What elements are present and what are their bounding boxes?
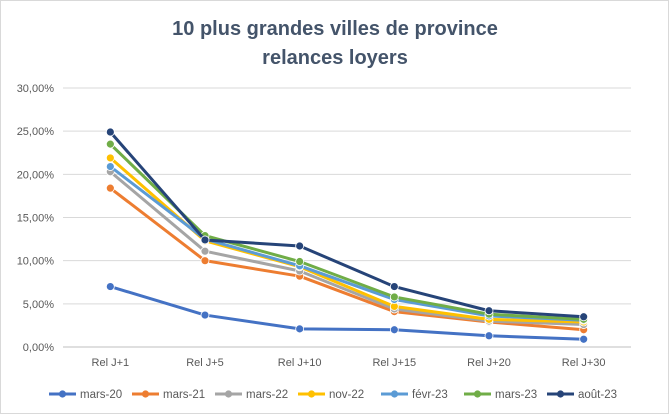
y-tick-label: 25,00% xyxy=(17,126,55,138)
data-point xyxy=(105,162,115,171)
legend-item: mars-22 xyxy=(215,389,288,401)
data-point xyxy=(200,310,210,320)
y-tick-label: 15,00% xyxy=(17,213,55,225)
data-point xyxy=(200,246,210,256)
series-mars-20 xyxy=(105,282,589,344)
data-point xyxy=(484,331,494,341)
legend-item: mars-20 xyxy=(49,389,122,401)
data-point xyxy=(295,241,305,251)
gridlines xyxy=(63,87,631,348)
legend-label: nov-22 xyxy=(329,389,364,401)
data-point xyxy=(579,312,589,322)
y-tick-label: 20,00% xyxy=(17,169,55,181)
legend-swatch-marker xyxy=(390,390,399,398)
legend-label: mars-22 xyxy=(246,389,288,401)
x-tick-label: Rel J+1 xyxy=(92,357,130,369)
legend-label: févr-23 xyxy=(412,389,448,401)
series-line xyxy=(108,130,586,319)
data-point xyxy=(105,282,115,291)
y-tick-label: 10,00% xyxy=(17,256,55,268)
legend-item: févr-23 xyxy=(381,389,448,401)
legend-swatch-marker xyxy=(473,390,482,398)
series-lines xyxy=(105,127,589,344)
legend-item: mars-21 xyxy=(132,389,205,401)
x-tick-label: Rel J+10 xyxy=(278,357,322,369)
data-point xyxy=(389,292,399,302)
x-axis-tick-labels: Rel J+1 Rel J+5 Rel J+10 Rel J+15 Rel J+20 Re… xyxy=(92,357,606,369)
data-point xyxy=(484,306,494,316)
data-point xyxy=(105,127,115,137)
x-tick-label: Rel J+20 xyxy=(467,357,511,369)
series-line xyxy=(108,170,586,327)
data-point xyxy=(295,257,305,266)
x-tick-label: Rel J+15 xyxy=(372,357,416,369)
data-point xyxy=(295,324,305,334)
legend-swatch-marker xyxy=(58,390,67,398)
y-tick-label: 0,00% xyxy=(23,342,54,354)
data-point xyxy=(105,139,115,149)
series-line xyxy=(108,165,586,322)
series-mars-22 xyxy=(105,167,589,329)
legend-swatch-marker xyxy=(556,390,565,398)
x-tick-label: Rel J+30 xyxy=(562,357,606,369)
data-point xyxy=(200,256,210,266)
legend-item: nov-22 xyxy=(298,389,364,401)
data-point xyxy=(105,153,115,163)
chart-title-line-1: 10 plus grandes villes de province xyxy=(172,18,498,40)
series-line xyxy=(108,285,586,341)
legend-label: mars-23 xyxy=(495,389,537,401)
legend-label: août-23 xyxy=(578,389,617,401)
legend-swatch-marker xyxy=(141,390,150,398)
legend-swatch-marker xyxy=(307,390,316,398)
series-août-23 xyxy=(105,127,589,322)
y-tick-label: 30,00% xyxy=(17,83,55,95)
series-mars-23 xyxy=(105,139,589,324)
legend-label: mars-20 xyxy=(80,389,122,401)
series-févr-23 xyxy=(105,162,589,325)
legend-item: mars-23 xyxy=(464,389,537,401)
chart-title-line-2: relances loyers xyxy=(262,47,408,69)
series-line xyxy=(108,156,586,324)
data-point xyxy=(200,235,210,245)
legend-label: mars-21 xyxy=(163,389,205,401)
legend-item: août-23 xyxy=(547,389,617,401)
series-line xyxy=(108,186,586,332)
legend: mars-20 mars-21 mars-22 nov-22 févr-23 mars-2… xyxy=(49,389,617,401)
x-tick-label: Rel J+5 xyxy=(186,357,224,369)
legend-swatch-marker xyxy=(224,390,233,398)
data-point xyxy=(389,282,399,291)
data-point xyxy=(579,334,589,344)
data-point xyxy=(389,325,399,335)
y-tick-label: 5,00% xyxy=(23,299,54,311)
data-point xyxy=(105,183,115,193)
y-axis-tick-labels: 0,00% 5,00% 10,00% 15,00% 20,00% 25,00% 30,00% xyxy=(17,83,55,354)
